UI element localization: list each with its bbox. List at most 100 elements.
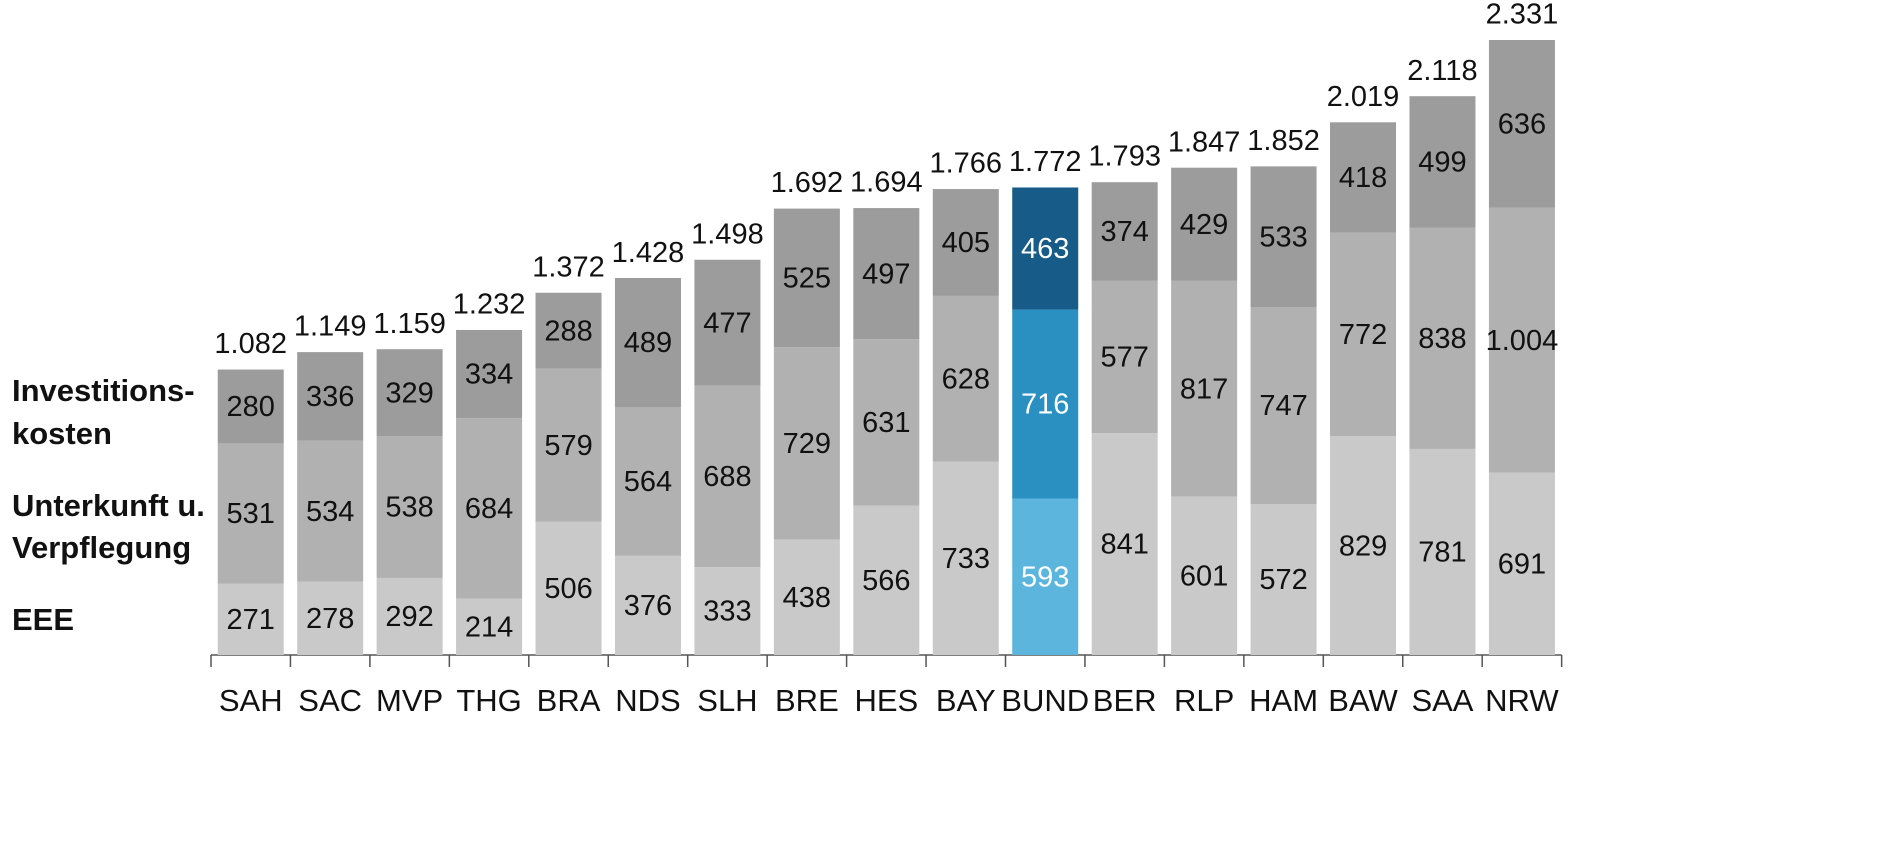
value-label: 376: [624, 590, 672, 622]
value-label: 601: [1180, 560, 1228, 592]
x-tick-label: NRW: [1485, 683, 1559, 718]
x-tick-label: BRE: [775, 683, 839, 718]
value-label: 271: [227, 604, 275, 636]
total-label: 1.766: [929, 148, 1002, 180]
total-label: 1.149: [294, 311, 367, 343]
bar-segment: [932, 461, 999, 655]
value-label: 691: [1498, 549, 1546, 581]
value-label: 438: [783, 582, 831, 614]
bar-segment: [853, 339, 920, 506]
value-label: 429: [1180, 209, 1228, 241]
total-label: 1.692: [771, 167, 844, 199]
value-label: 534: [306, 496, 354, 528]
value-label: 525: [783, 263, 831, 295]
total-label: 1.232: [453, 289, 526, 321]
value-label: 781: [1418, 537, 1466, 569]
value-label: 1.004: [1486, 325, 1559, 357]
value-label: 214: [465, 611, 513, 643]
bar-segment: [1250, 166, 1317, 308]
bar-segment: [1330, 122, 1397, 233]
total-label: 1.159: [373, 308, 446, 340]
x-tick-label: HES: [854, 683, 918, 718]
total-label: 2.118: [1407, 55, 1477, 87]
total-label: 1.082: [214, 328, 287, 360]
x-tick-label: NDS: [615, 683, 680, 718]
bar-segment: [1488, 472, 1555, 655]
x-tick-label: HAM: [1249, 683, 1318, 718]
bar-segment: [932, 295, 999, 462]
value-label: 564: [624, 466, 672, 498]
bar-segment: [456, 418, 523, 599]
value-label: 688: [703, 461, 751, 493]
legend-label: Investitions-: [12, 373, 195, 408]
bar-segment: [1171, 496, 1238, 655]
bar-segment: [614, 555, 681, 655]
total-label: 1.793: [1088, 141, 1161, 173]
bar-segment: [217, 443, 284, 584]
x-tick-label: SAH: [219, 683, 283, 718]
value-label: 329: [385, 377, 433, 409]
value-label: 593: [1021, 561, 1069, 593]
bar-segment: [1012, 309, 1079, 499]
bar-segment: [376, 349, 443, 437]
bar-segment: [853, 505, 920, 655]
bar-segment: [535, 292, 602, 369]
value-label: 733: [942, 543, 990, 575]
x-tick-label: MVP: [376, 683, 443, 718]
legend-label: EEE: [12, 602, 74, 637]
value-label: 572: [1259, 564, 1307, 596]
value-label: 579: [544, 430, 592, 462]
bar-segment: [773, 539, 840, 655]
value-label: 489: [624, 327, 672, 359]
bar-segment: [217, 369, 284, 444]
x-tick-label: SAA: [1411, 683, 1473, 718]
bar-segment: [535, 521, 602, 655]
total-label: 1.372: [532, 252, 605, 284]
bar-segment: [376, 577, 443, 655]
legend-label: Unterkunft u.: [12, 488, 205, 523]
bar-segment: [1409, 448, 1476, 655]
bar-segment: [773, 208, 840, 348]
value-label: 841: [1100, 529, 1148, 561]
x-tick-label: THG: [456, 683, 521, 718]
value-label: 538: [385, 492, 433, 524]
value-label: 497: [862, 258, 910, 290]
value-label: 684: [465, 493, 513, 525]
bar-segment: [694, 567, 761, 655]
bar-segment: [456, 329, 523, 419]
value-label: 838: [1418, 323, 1466, 355]
bar-segment: [853, 208, 920, 340]
bar-segment: [217, 583, 284, 655]
value-label: 577: [1100, 342, 1148, 374]
bar-segment: [1091, 280, 1158, 434]
value-label: 566: [862, 565, 910, 597]
bar-segment: [1091, 433, 1158, 655]
value-label: 333: [703, 596, 751, 628]
total-label: 1.498: [691, 218, 764, 250]
bar-segment: [1012, 498, 1079, 655]
total-label: 1.847: [1168, 126, 1241, 158]
value-label: 531: [227, 498, 275, 530]
x-tick-label: SLH: [697, 683, 757, 718]
value-label: 336: [306, 381, 354, 413]
bar-segment: [1012, 187, 1079, 310]
total-label: 1.694: [850, 167, 923, 199]
value-label: 292: [385, 601, 433, 633]
bar-segment: [297, 352, 364, 441]
x-tick-label: BRA: [537, 683, 601, 718]
value-label: 374: [1100, 216, 1148, 248]
bar-segment: [297, 440, 364, 582]
value-label: 631: [862, 407, 910, 439]
bar-segment: [614, 277, 681, 407]
total-label: 1.772: [1009, 146, 1082, 178]
x-tick-label: RLP: [1174, 683, 1234, 718]
value-label: 716: [1021, 389, 1069, 421]
value-label: 817: [1180, 373, 1228, 405]
value-label: 636: [1498, 109, 1546, 141]
value-label: 280: [227, 391, 275, 423]
bar-segment: [1250, 504, 1317, 655]
value-label: 278: [306, 603, 354, 635]
x-tick-label: BER: [1093, 683, 1157, 718]
bar-segment: [694, 385, 761, 568]
